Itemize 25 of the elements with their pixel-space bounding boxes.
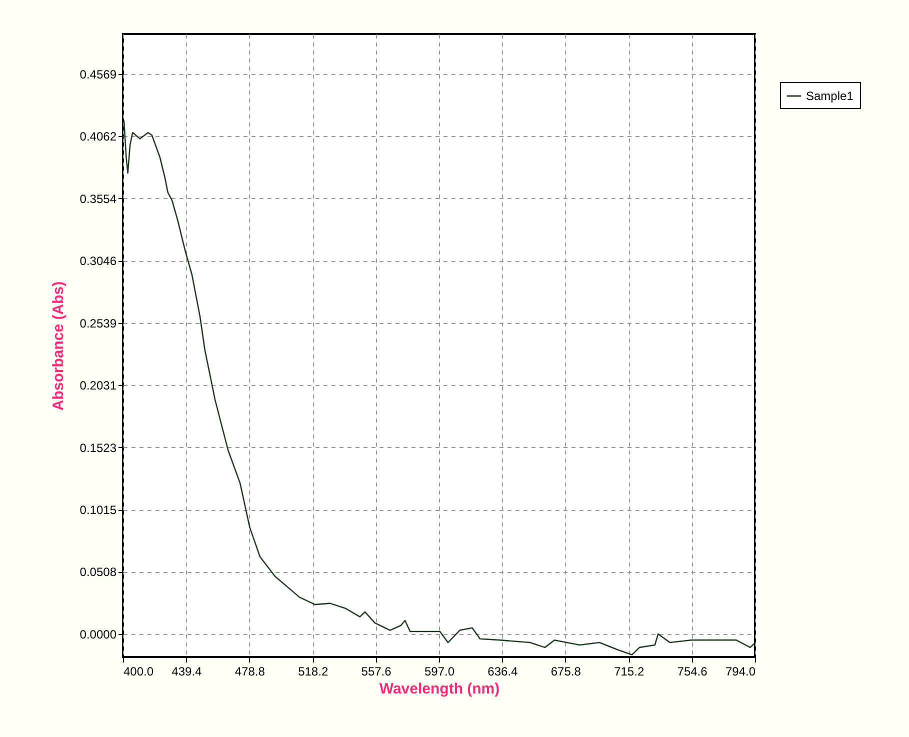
line-series bbox=[123, 120, 755, 656]
y-tick-label: 0.3046 bbox=[80, 254, 117, 268]
x-axis-title: Wavelength (nm) bbox=[379, 680, 500, 698]
y-tick-label: 0.4062 bbox=[80, 130, 117, 144]
y-tick-label: 0.2539 bbox=[80, 316, 117, 330]
y-tick-label: 0.0000 bbox=[80, 627, 117, 642]
x-tick-label: 636.4 bbox=[488, 664, 518, 678]
y-tick-label: 0.0508 bbox=[80, 565, 117, 580]
x-tick-label: 715.2 bbox=[614, 664, 644, 678]
x-tick-label: 400.0 bbox=[124, 664, 154, 678]
x-tick-label: 518.2 bbox=[298, 664, 328, 678]
y-tick-label: 0.4569 bbox=[80, 67, 117, 82]
x-tick-label: 439.4 bbox=[172, 664, 202, 678]
x-tick-label: 597.0 bbox=[424, 664, 455, 678]
x-tick-label: 794.0 bbox=[725, 664, 756, 678]
y-tick-label: 0.1015 bbox=[80, 503, 117, 518]
x-tick-label: 557.6 bbox=[361, 664, 392, 678]
y-tick-label: 0.2031 bbox=[80, 378, 117, 393]
legend-label: Sample1 bbox=[806, 89, 854, 103]
x-tick-label: 754.6 bbox=[677, 664, 708, 678]
x-tick-label: 675.8 bbox=[550, 664, 582, 678]
y-tick-label: 0.3554 bbox=[80, 192, 117, 206]
y-tick-label: 0.1523 bbox=[80, 440, 117, 455]
x-tick-label: 478.8 bbox=[234, 664, 266, 678]
y-axis-title: Absorbance (Abs) bbox=[50, 281, 67, 411]
